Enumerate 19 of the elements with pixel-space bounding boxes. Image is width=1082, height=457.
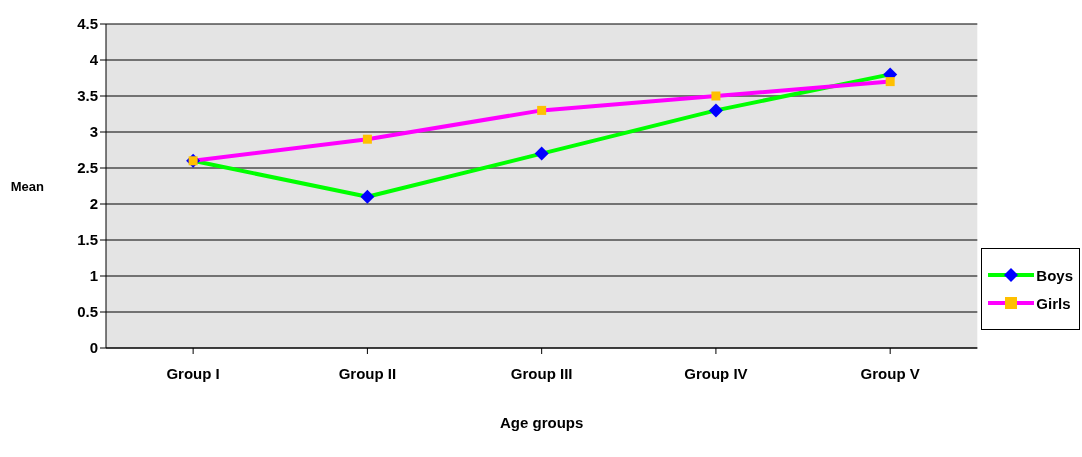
- y-tick-label: 1.5: [77, 231, 98, 249]
- y-tick-label: 1: [89, 267, 98, 285]
- y-tick-label: 3: [89, 123, 98, 141]
- y-tick-label: 4.5: [77, 15, 98, 33]
- legend-label: Boys: [1036, 266, 1073, 284]
- x-tick-label: Group I: [166, 364, 220, 382]
- y-tick-label: 4: [89, 51, 99, 69]
- y-tick-label: 0.5: [77, 303, 98, 321]
- y-tick-label: 2: [89, 195, 98, 213]
- legend-label: Girls: [1036, 294, 1071, 312]
- y-axis-title: Mean: [10, 178, 45, 194]
- x-tick-label: Group IV: [684, 364, 748, 382]
- x-tick-label: Group III: [510, 364, 573, 382]
- y-tick-label: 3.5: [77, 87, 98, 105]
- x-tick-label: Group V: [860, 364, 920, 382]
- y-tick-label: 0: [89, 339, 98, 357]
- x-axis-title: Age groups: [499, 414, 584, 431]
- x-tick-label: Group II: [338, 364, 397, 382]
- y-tick-label: 2.5: [77, 159, 98, 177]
